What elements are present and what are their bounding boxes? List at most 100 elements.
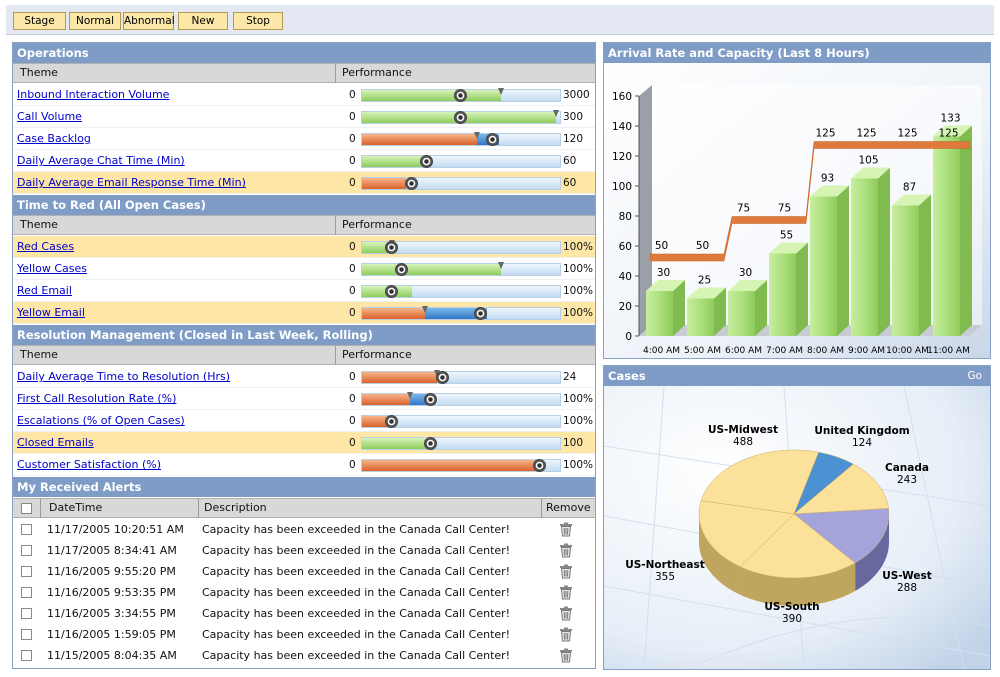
x-tick-label: 7:00 AM xyxy=(766,346,803,356)
kpi-min: 0 xyxy=(349,437,356,449)
kpi-row: First Call Resolution Rate (%) 0 100% xyxy=(13,388,595,410)
kpi-row: Yellow Email 0 100% xyxy=(13,302,595,324)
kpi-theme-link[interactable]: Inbound Interaction Volume xyxy=(17,88,170,101)
trash-icon[interactable] xyxy=(559,564,573,579)
alert-checkbox[interactable] xyxy=(21,545,32,556)
trash-icon[interactable] xyxy=(559,522,573,537)
pie-slice-label: US-South xyxy=(764,601,819,613)
x-tick-label: 8:00 AM xyxy=(807,346,844,356)
pie-slice xyxy=(793,508,890,564)
kpi-theme-link[interactable]: Red Email xyxy=(17,284,72,297)
kpi-gauge xyxy=(361,177,561,190)
gauge-fill xyxy=(362,372,437,383)
line-value-label: 125 xyxy=(938,128,958,140)
pie-slice-label: US-Northeast xyxy=(625,559,705,571)
kpi-row: Escalations (% of Open Cases) 0 100% xyxy=(13,410,595,432)
pie-slice xyxy=(740,513,856,579)
kpi-theme-link[interactable]: Call Volume xyxy=(17,110,82,123)
trash-icon[interactable] xyxy=(559,648,573,663)
alert-description: Capacity has been exceeded in the Canada… xyxy=(202,649,511,662)
kpi-theme-link[interactable]: Closed Emails xyxy=(17,436,94,449)
kpi-max: 100% xyxy=(563,263,594,275)
pie-slice xyxy=(698,500,795,568)
pie-slice-side xyxy=(699,514,741,595)
kpi-row: Closed Emails 0 100 xyxy=(13,432,595,454)
stage-button[interactable]: Stage xyxy=(13,12,66,30)
kpi-max: 300 xyxy=(563,111,584,123)
theme-column: Theme xyxy=(20,348,58,361)
trash-icon[interactable] xyxy=(559,606,573,621)
kpi-min: 0 xyxy=(349,155,356,167)
gauge-needle-icon xyxy=(533,459,546,472)
kpi-max: 100% xyxy=(563,415,594,427)
threshold-marker-icon xyxy=(422,306,428,313)
trash-icon[interactable] xyxy=(559,585,573,600)
pie-slice-value: 288 xyxy=(897,582,917,594)
cases-panel: Cases Go US-Midwest 488 United Kingdom 124 C… xyxy=(603,365,991,670)
alert-datetime: 11/16/2005 9:53:35 PM xyxy=(47,586,176,599)
pie-slice-value: 355 xyxy=(655,571,675,583)
kpi-row: Customer Satisfaction (%) 0 100% xyxy=(13,454,595,476)
kpi-theme-link[interactable]: First Call Resolution Rate (%) xyxy=(17,392,177,405)
line-value-label: 50 xyxy=(696,240,709,252)
gauge-fill xyxy=(362,264,501,275)
trash-icon[interactable] xyxy=(559,627,573,642)
gauge-fill xyxy=(362,156,427,167)
pie-slice-side xyxy=(855,514,889,591)
pie-slice-side xyxy=(740,562,856,606)
alert-checkbox[interactable] xyxy=(21,608,32,619)
alert-checkbox[interactable] xyxy=(21,566,32,577)
abnormal-button[interactable]: Abnormal xyxy=(123,12,175,30)
bar-value-label: 25 xyxy=(698,275,711,287)
threshold-marker-icon xyxy=(498,88,504,95)
resolution-column-header: Theme Performance xyxy=(13,345,595,365)
alert-checkbox[interactable] xyxy=(21,524,32,535)
stop-button[interactable]: Stop xyxy=(233,12,283,30)
bar-value-label: 30 xyxy=(657,267,670,279)
kpi-theme-link[interactable]: Daily Average Email Response Time (Min) xyxy=(17,176,246,189)
gauge-fill xyxy=(362,438,431,449)
kpi-theme-link[interactable]: Red Cases xyxy=(17,240,75,253)
kpi-theme-link[interactable]: Yellow Email xyxy=(17,306,85,319)
bar-value-label: 133 xyxy=(940,113,960,125)
y-tick-label: 140 xyxy=(612,121,632,133)
alert-checkbox[interactable] xyxy=(21,629,32,640)
performance-column: Performance xyxy=(342,66,412,79)
kpi-min: 0 xyxy=(349,459,356,471)
kpi-theme-link[interactable]: Daily Average Time to Resolution (Hrs) xyxy=(17,370,231,383)
kpi-theme-link[interactable]: Case Backlog xyxy=(17,132,91,145)
alert-checkbox[interactable] xyxy=(21,587,32,598)
new-button[interactable]: New xyxy=(178,12,228,30)
select-all-checkbox[interactable] xyxy=(21,503,32,514)
kpi-row: Call Volume 0 300 xyxy=(13,106,595,128)
pie-slice-label: US-West xyxy=(882,570,932,582)
performance-column: Performance xyxy=(342,218,412,231)
gauge-needle-icon xyxy=(405,177,418,190)
kpi-theme-link[interactable]: Daily Average Chat Time (Min) xyxy=(17,154,185,167)
kpi-max: 100 xyxy=(563,437,584,449)
resolution-header: Resolution Management (Closed in Last We… xyxy=(13,325,595,345)
alert-checkbox[interactable] xyxy=(21,650,32,661)
kpi-theme-link[interactable]: Escalations (% of Open Cases) xyxy=(17,414,185,427)
go-link[interactable]: Go xyxy=(967,370,982,382)
pie-slice xyxy=(793,463,889,515)
alert-datetime: 11/17/2005 10:20:51 AM xyxy=(47,523,184,536)
kpi-theme-link[interactable]: Yellow Cases xyxy=(17,262,88,275)
kpi-gauge xyxy=(361,132,561,146)
y-tick-label: 20 xyxy=(619,301,632,313)
trash-icon[interactable] xyxy=(559,543,573,558)
kpi-gauge xyxy=(361,262,561,276)
alert-row: 11/16/2005 9:55:20 PM Capacity has been e… xyxy=(13,561,595,582)
theme-column: Theme xyxy=(20,218,58,231)
normal-button[interactable]: Normal xyxy=(69,12,121,30)
bar xyxy=(851,167,890,336)
kpi-min: 0 xyxy=(349,89,356,101)
kpi-theme-link[interactable]: Customer Satisfaction (%) xyxy=(17,458,162,471)
kpi-max: 3000 xyxy=(563,89,590,101)
operations-header: Operations xyxy=(13,43,595,63)
kpi-gauge xyxy=(361,437,561,450)
y-tick-label: 80 xyxy=(619,211,632,223)
kpi-max: 100% xyxy=(563,241,594,253)
line-value-label: 125 xyxy=(815,128,835,140)
kpi-gauge xyxy=(361,459,561,472)
